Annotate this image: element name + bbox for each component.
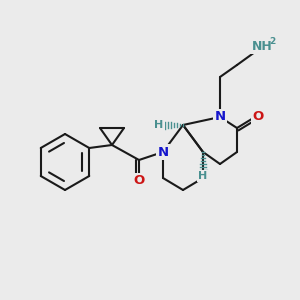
Text: N: N (158, 146, 169, 158)
Text: N: N (214, 110, 226, 124)
Text: O: O (252, 110, 264, 124)
Text: H: H (154, 120, 164, 130)
Text: O: O (134, 175, 145, 188)
Text: NH: NH (252, 40, 272, 52)
Text: 2: 2 (269, 38, 275, 46)
Text: H: H (198, 171, 208, 181)
